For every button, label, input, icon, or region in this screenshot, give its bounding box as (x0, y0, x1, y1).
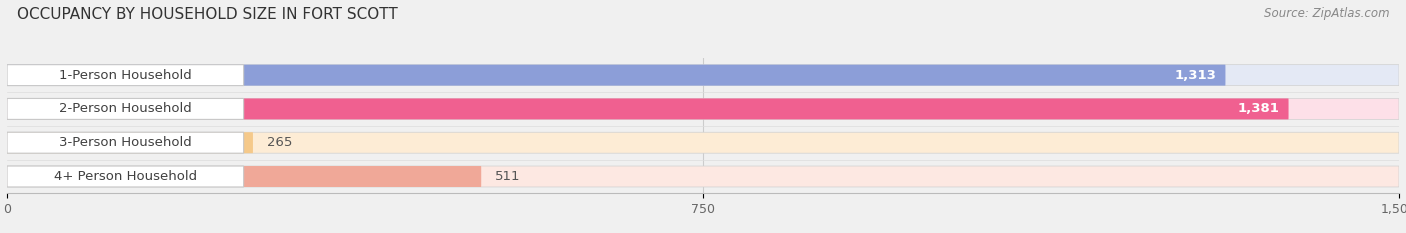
FancyBboxPatch shape (7, 99, 1399, 119)
Text: Source: ZipAtlas.com: Source: ZipAtlas.com (1264, 7, 1389, 20)
FancyBboxPatch shape (7, 132, 1399, 153)
FancyBboxPatch shape (7, 99, 243, 119)
Text: 2-Person Household: 2-Person Household (59, 103, 191, 115)
FancyBboxPatch shape (7, 65, 243, 86)
Text: 3-Person Household: 3-Person Household (59, 136, 191, 149)
FancyBboxPatch shape (7, 99, 1288, 119)
Text: 1,381: 1,381 (1237, 103, 1279, 115)
Text: 1-Person Household: 1-Person Household (59, 69, 191, 82)
Text: 511: 511 (495, 170, 520, 183)
FancyBboxPatch shape (7, 166, 243, 187)
FancyBboxPatch shape (7, 166, 1399, 187)
FancyBboxPatch shape (7, 132, 253, 153)
FancyBboxPatch shape (7, 166, 481, 187)
FancyBboxPatch shape (7, 65, 1226, 86)
Text: OCCUPANCY BY HOUSEHOLD SIZE IN FORT SCOTT: OCCUPANCY BY HOUSEHOLD SIZE IN FORT SCOT… (17, 7, 398, 22)
Text: 4+ Person Household: 4+ Person Household (53, 170, 197, 183)
FancyBboxPatch shape (7, 132, 243, 153)
Text: 1,313: 1,313 (1174, 69, 1216, 82)
FancyBboxPatch shape (7, 65, 1399, 86)
Text: 265: 265 (267, 136, 292, 149)
